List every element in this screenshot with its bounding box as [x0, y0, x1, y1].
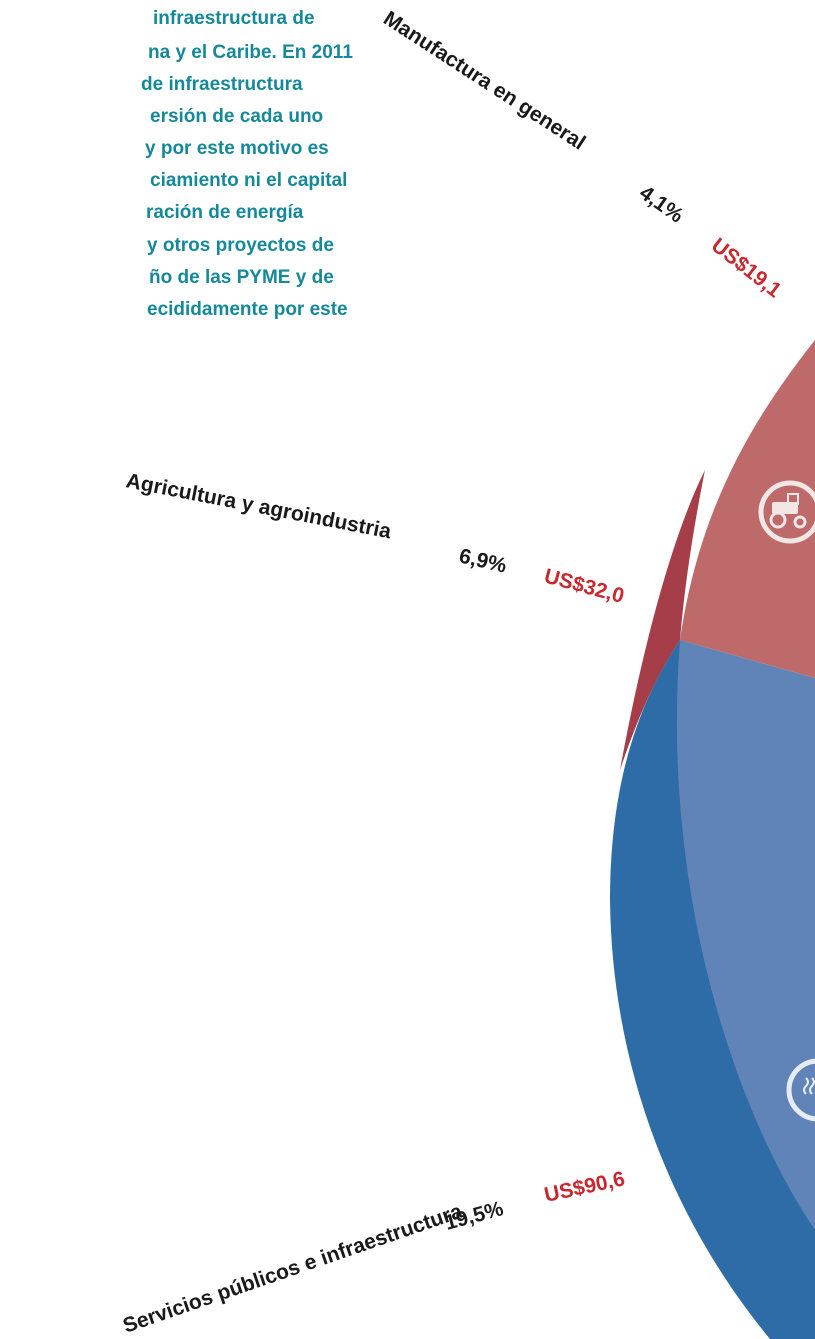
wedge-dark-red	[620, 470, 705, 770]
segment-amount: US$32,0	[542, 565, 627, 608]
segment-label: Servicios públicos e infraestructura	[120, 1200, 465, 1338]
wedge-pink	[680, 340, 815, 678]
segment-share: 4,1%	[635, 181, 688, 227]
segment-label: Manufactura en general	[379, 7, 589, 155]
segment-amount: US$90,6	[542, 1167, 627, 1206]
paragraph-line: ño de las PYME y de	[149, 267, 334, 288]
segment-amount: US$19,1	[707, 234, 786, 303]
segment-share: 6,9%	[457, 544, 509, 577]
segment-label: Agricultura y agroindustria	[124, 469, 393, 543]
tractor-icon	[758, 480, 815, 544]
wedge-light-blue	[676, 640, 815, 1230]
paragraph-line: na y el Caribe. En 2011	[148, 42, 353, 63]
paragraph-line: y otros proyectos de	[147, 235, 334, 256]
paragraph-line: ersión de cada uno	[150, 106, 323, 127]
paragraph-line: y por este motivo es	[145, 138, 329, 159]
paragraph-line: infraestructura de	[153, 8, 315, 29]
utility-icon	[786, 1058, 815, 1122]
paragraph-line: ciamiento ni el capital	[150, 170, 347, 191]
paragraph-line: ecididamente por este	[147, 299, 348, 320]
paragraph-line: ración de energía	[146, 202, 304, 223]
paragraph-line: de infraestructura	[141, 74, 303, 95]
